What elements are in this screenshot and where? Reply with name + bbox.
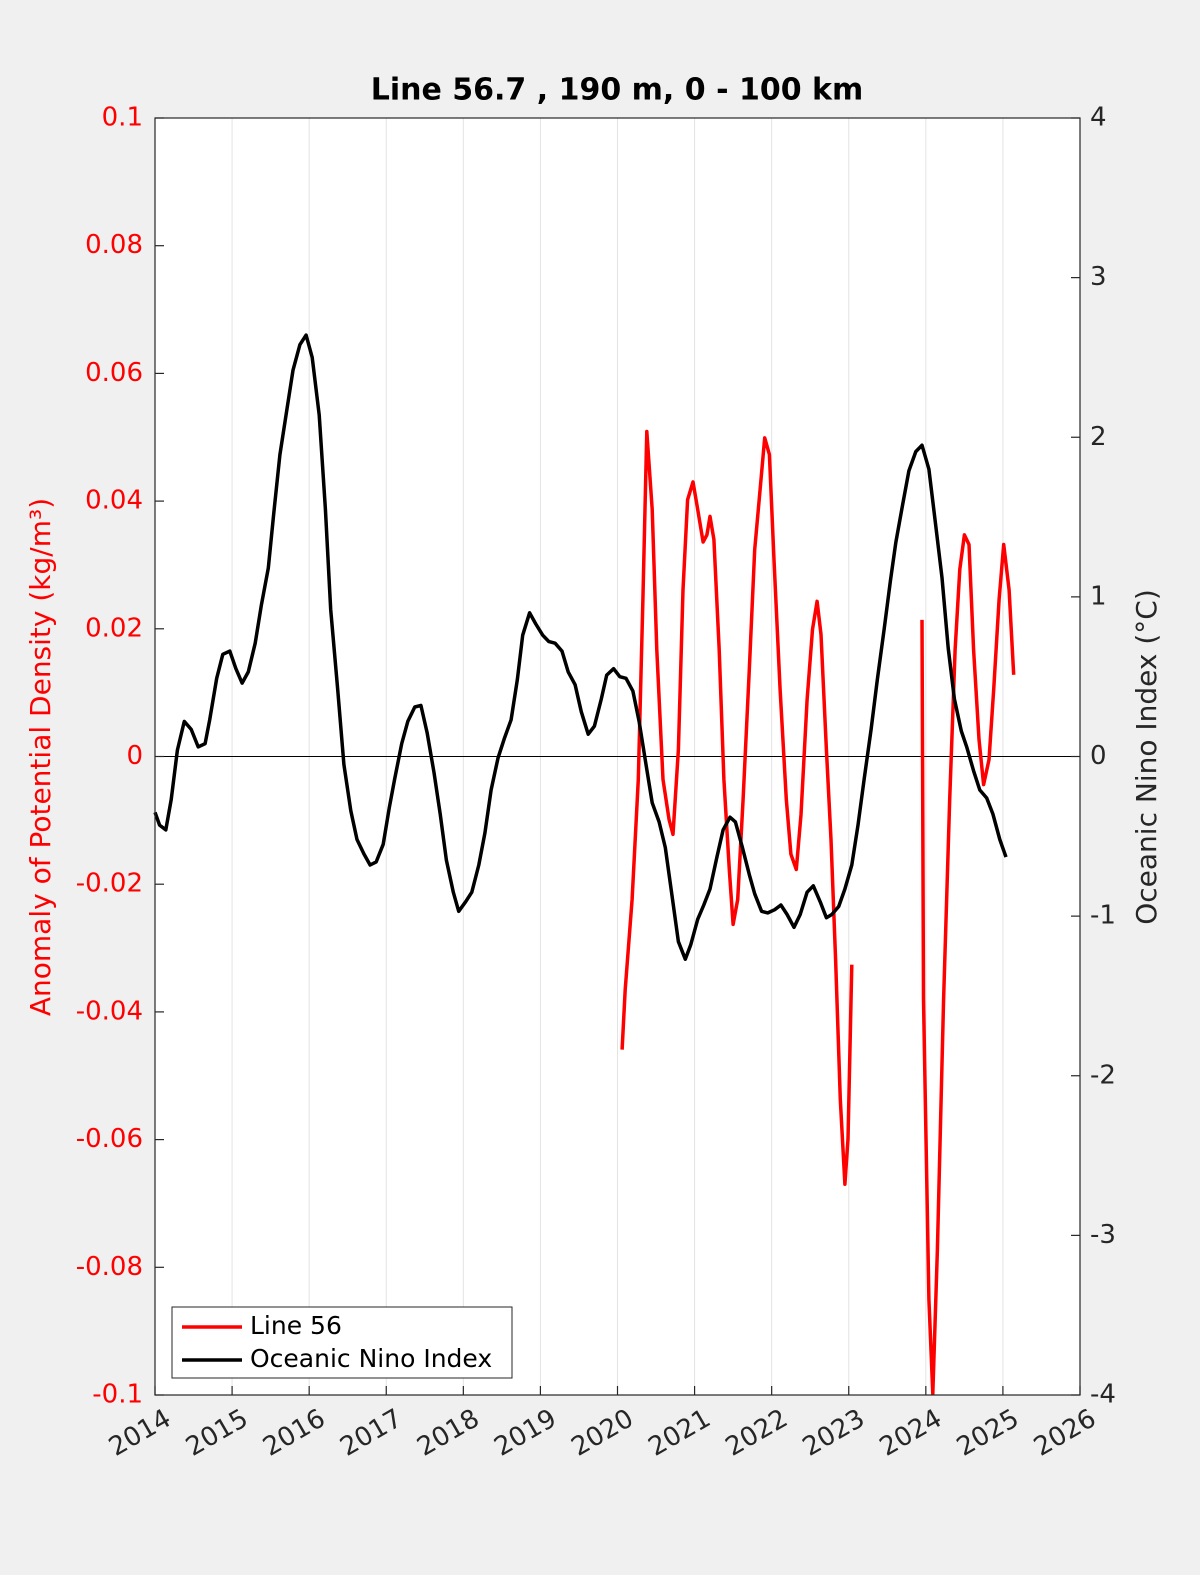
y2-tick-label: 0	[1090, 741, 1107, 771]
legend: Line 56 Oceanic Nino Index	[171, 1306, 513, 1379]
legend-label: Oceanic Nino Index	[250, 1344, 492, 1373]
y2-tick-label: -3	[1090, 1220, 1116, 1250]
y-tick-label: -0.04	[76, 996, 143, 1026]
y2-tick-label: 3	[1090, 262, 1107, 292]
y2-tick-label: 2	[1090, 422, 1107, 452]
y-tick-label: -0.08	[76, 1252, 143, 1282]
chart-title: Line 56.7 , 190 m, 0 - 100 km	[371, 73, 864, 108]
y2-axis-label: Oceanic Nino Index (°C)	[1130, 589, 1163, 925]
y-tick-label: -0.02	[76, 869, 143, 899]
y-tick-label: 0.04	[85, 486, 143, 516]
y-tick-label: 0.1	[102, 103, 143, 133]
y-tick-label: 0.06	[85, 358, 143, 388]
y2-tick-label: -1	[1090, 901, 1116, 931]
y-tick-label: -0.06	[76, 1124, 143, 1154]
y2-tick-label: -4	[1090, 1380, 1116, 1410]
y-tick-label: 0.02	[85, 613, 143, 643]
y-tick-label: 0	[126, 741, 143, 771]
y2-tick-label: -2	[1090, 1060, 1116, 1090]
legend-box	[171, 1306, 513, 1379]
y-axis-label: Anomaly of Potential Density (kg/m³)	[24, 498, 57, 1016]
y2-tick-label: 1	[1090, 581, 1107, 611]
y2-tick-label: 4	[1090, 103, 1107, 133]
series-line	[620, 429, 1016, 1396]
legend-label: Line 56	[250, 1311, 342, 1340]
series-line	[153, 333, 1008, 961]
lines	[153, 333, 1016, 1396]
y-tick-label: 0.08	[85, 230, 143, 260]
y-tick-label: -0.1	[92, 1380, 143, 1410]
